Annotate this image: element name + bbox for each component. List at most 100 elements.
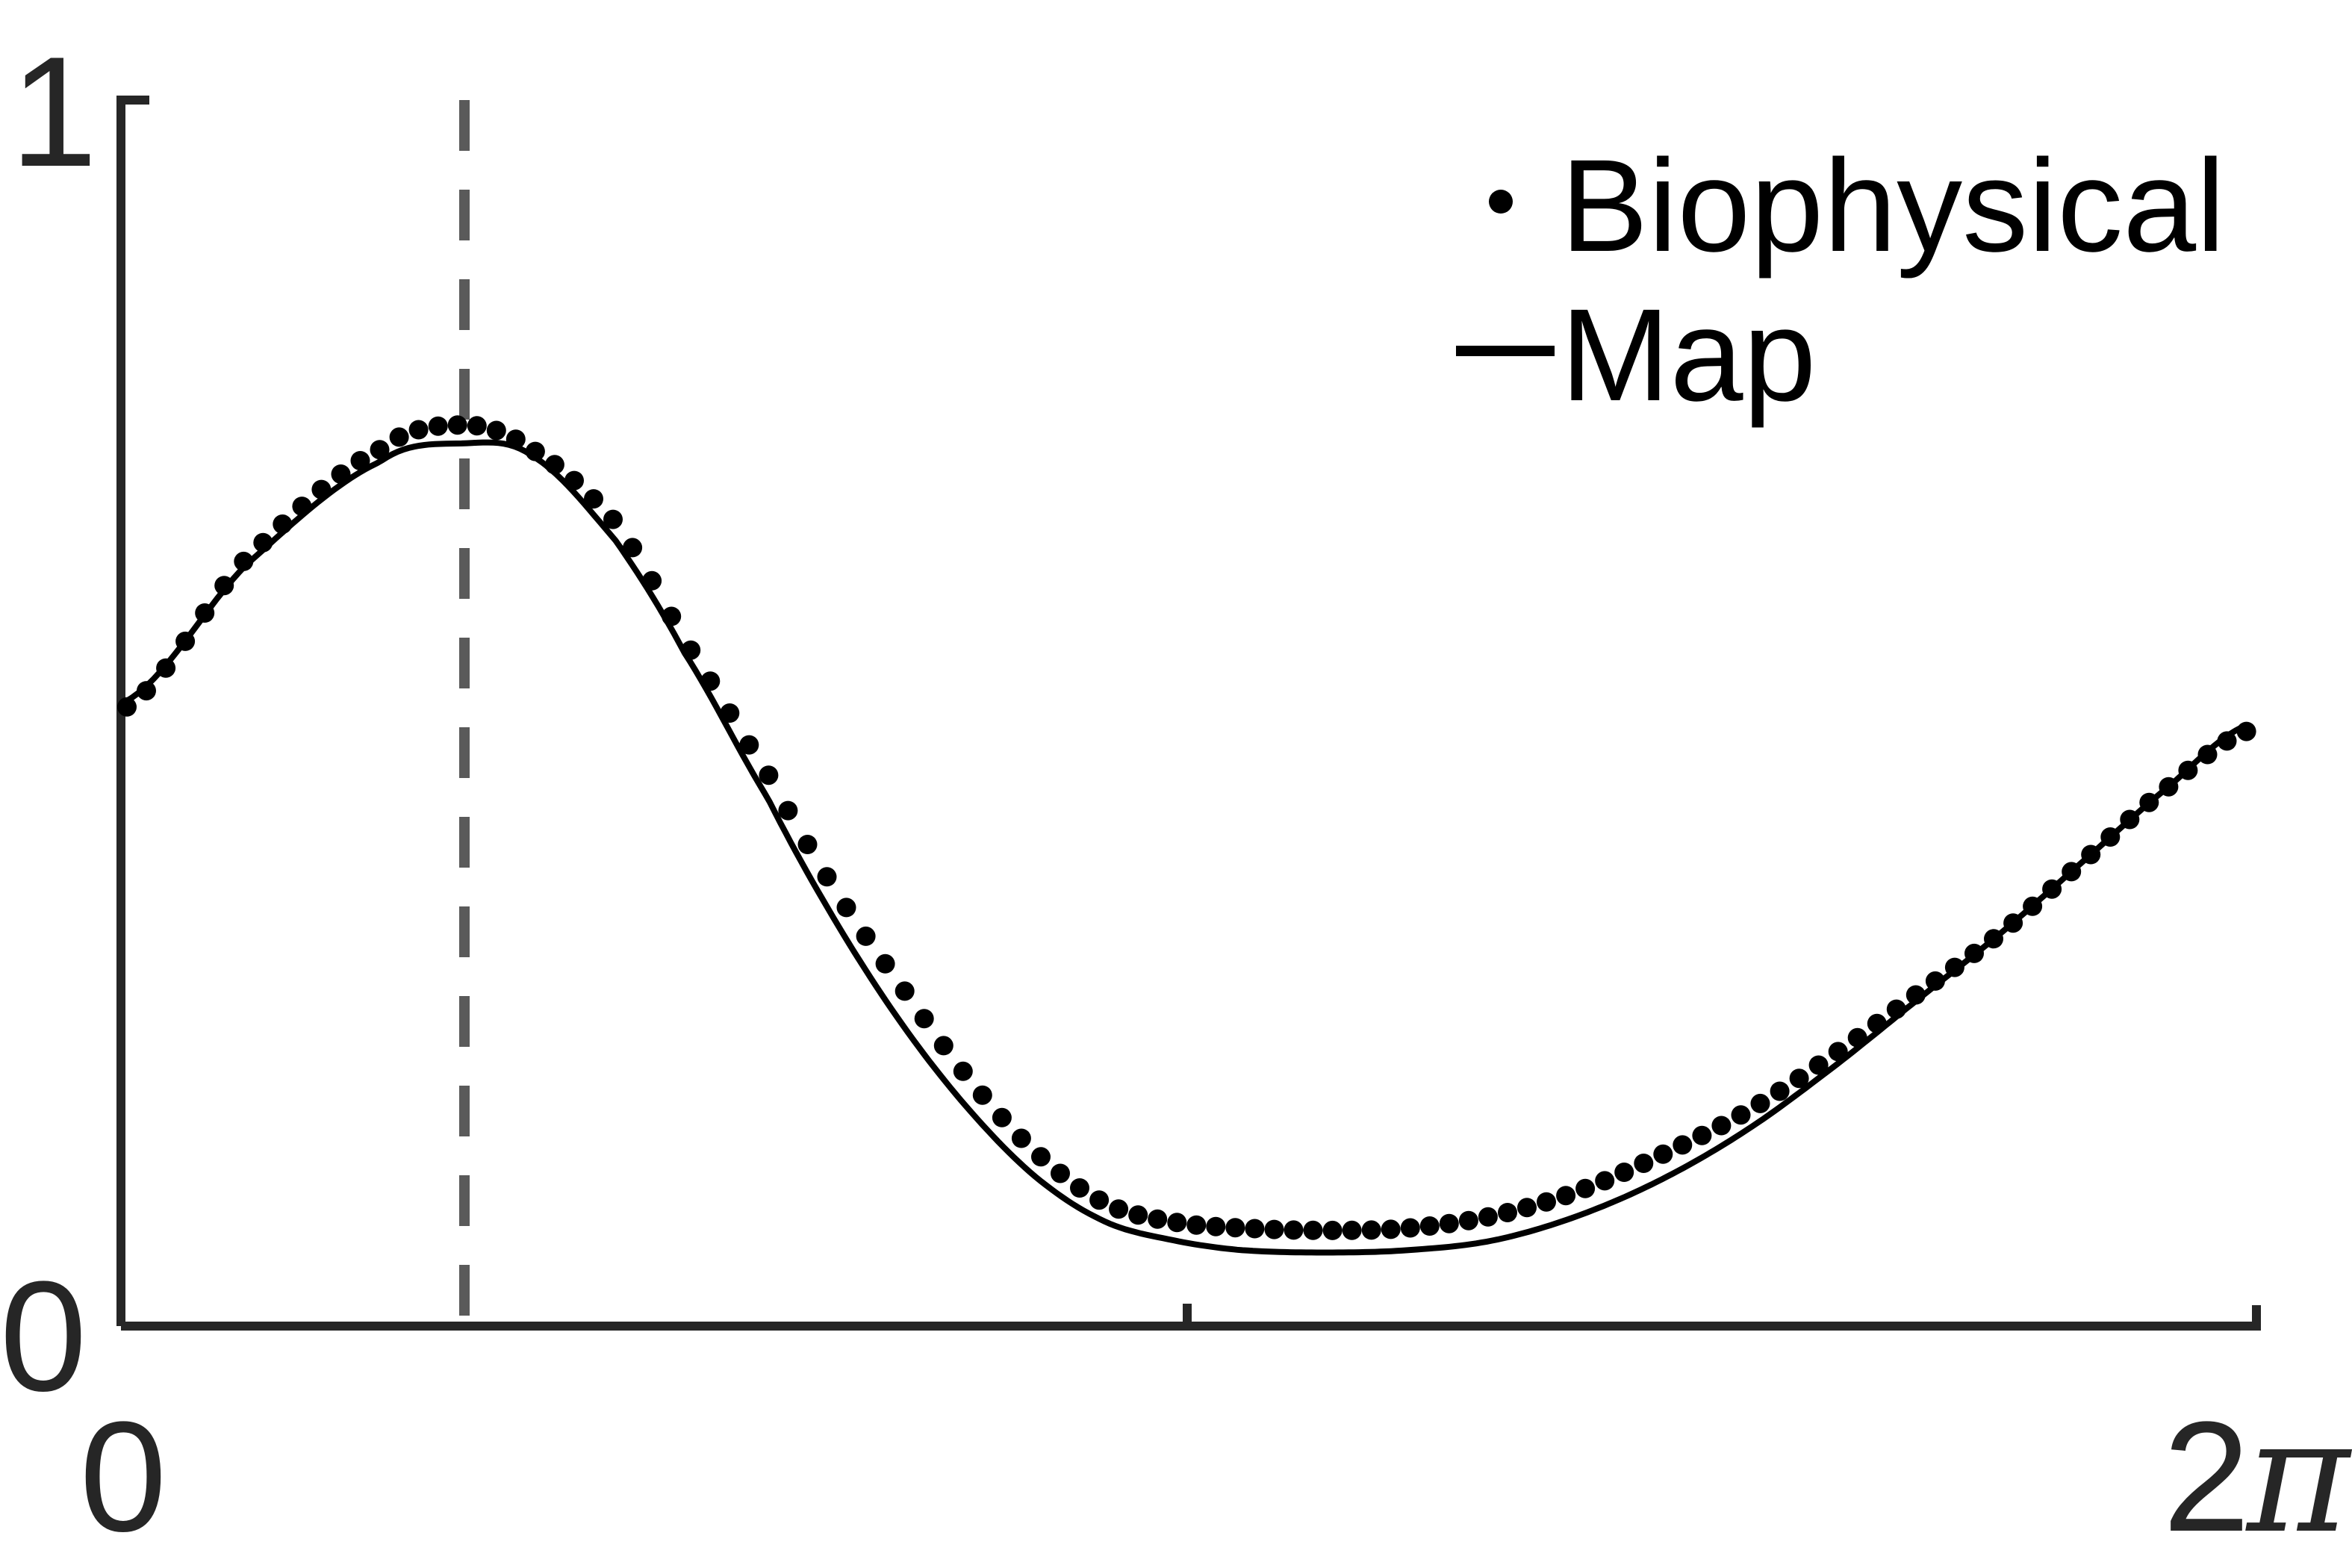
- biophysical-point: [1789, 1068, 1809, 1089]
- biophysical-point: [895, 981, 915, 1001]
- biophysical-point: [467, 416, 487, 436]
- x-tick-label-right: 2: [2163, 1389, 2250, 1564]
- biophysical-point: [759, 765, 779, 785]
- biophysical-point: [1284, 1220, 1304, 1240]
- biophysical-point: [1167, 1213, 1187, 1233]
- biophysical-point: [253, 532, 273, 553]
- biophysical-point: [1458, 1210, 1478, 1231]
- y-axis: [116, 96, 149, 1326]
- x-axis: [121, 1305, 2261, 1331]
- biophysical-point: [1847, 1027, 1867, 1048]
- biophysical-point: [117, 697, 137, 717]
- biophysical-point: [1264, 1219, 1284, 1239]
- biophysical-point: [797, 835, 818, 854]
- biophysical-point: [1750, 1093, 1770, 1113]
- biophysical-point: [1770, 1081, 1790, 1101]
- biophysical-point: [642, 570, 662, 591]
- biophysical-point: [1225, 1218, 1245, 1238]
- biophysical-point: [623, 538, 643, 558]
- biophysical-point: [739, 735, 759, 755]
- biophysical-point: [1867, 1013, 1887, 1033]
- biophysical-point: [1051, 1163, 1070, 1183]
- biophysical-point: [505, 429, 526, 449]
- biophysical-point: [1148, 1209, 1168, 1229]
- biophysical-point: [428, 416, 448, 436]
- biophysical-point: [311, 479, 332, 500]
- biophysical-point: [1595, 1171, 1615, 1191]
- legend-label-map: Map: [1561, 282, 1816, 429]
- biophysical-point: [292, 497, 312, 517]
- map-line: [125, 439, 2248, 1256]
- biophysical-point: [370, 440, 390, 460]
- y-tick-label-top: 1: [10, 24, 98, 199]
- biophysical-point: [2003, 913, 2023, 933]
- biophysical-point: [564, 470, 584, 491]
- biophysical-point: [972, 1085, 992, 1105]
- biophysical-point: [486, 420, 506, 441]
- biophysical-point: [681, 640, 701, 660]
- biophysical-point: [2100, 827, 2121, 847]
- biophysical-point: [1478, 1207, 1498, 1227]
- biophysical-point: [1361, 1220, 1381, 1240]
- biophysical-point: [1206, 1216, 1226, 1236]
- biophysical-point: [1070, 1178, 1089, 1198]
- biophysical-point: [156, 658, 176, 678]
- biophysical-point: [603, 509, 623, 529]
- biophysical-point: [1322, 1220, 1343, 1240]
- biophysical-point: [1575, 1178, 1596, 1198]
- biophysical-point: [175, 631, 196, 651]
- biophysical-point: [2236, 721, 2256, 741]
- biophysical-point: [856, 926, 876, 946]
- biophysical-point: [234, 551, 254, 571]
- biophysical-point: [2023, 896, 2043, 916]
- biophysical-point: [836, 897, 856, 918]
- biophysical-point: [1439, 1213, 1459, 1233]
- biophysical-point: [1925, 971, 1945, 991]
- biophysical-point: [137, 681, 156, 701]
- biophysical-point: [1128, 1205, 1148, 1225]
- biophysical-point: [2178, 760, 2198, 780]
- biophysical-point: [720, 703, 740, 723]
- biophysical-point: [1031, 1147, 1051, 1167]
- biophysical-point: [1537, 1192, 1556, 1212]
- biophysical-point: [953, 1061, 973, 1081]
- biophysical-point: [1109, 1199, 1129, 1219]
- biophysical-series: [117, 415, 2256, 1240]
- biophysical-point: [2139, 792, 2159, 812]
- biophysical-point: [447, 415, 467, 435]
- biophysical-point: [1303, 1220, 1323, 1240]
- biophysical-point: [1089, 1190, 1110, 1210]
- biophysical-point: [778, 800, 798, 821]
- biophysical-point: [2062, 862, 2082, 882]
- legend-dot-marker: [1489, 190, 1513, 214]
- biophysical-point: [1517, 1198, 1537, 1218]
- y-tick-label-bottom: 0: [0, 1248, 87, 1424]
- biophysical-point: [2217, 731, 2237, 751]
- biophysical-point: [933, 1036, 953, 1056]
- biophysical-point: [544, 455, 564, 475]
- biophysical-point: [1905, 985, 1926, 1005]
- biophysical-point: [525, 441, 545, 461]
- biophysical-point: [1400, 1218, 1420, 1238]
- biophysical-point: [2159, 777, 2179, 797]
- x-tick-label-pi: π: [2245, 1385, 2352, 1568]
- biophysical-point: [1886, 999, 1906, 1019]
- biophysical-point: [331, 464, 351, 484]
- biophysical-point: [1731, 1105, 1751, 1125]
- biophysical-point: [389, 427, 409, 447]
- biophysical-point: [273, 514, 293, 534]
- biophysical-point: [2120, 809, 2140, 830]
- biophysical-point: [662, 606, 682, 626]
- biophysical-point: [2042, 879, 2062, 899]
- legend: Biophysical Map: [1456, 133, 2225, 429]
- biophysical-point: [1498, 1203, 1517, 1222]
- biophysical-point: [875, 953, 895, 974]
- biophysical-point: [914, 1009, 934, 1029]
- biophysical-point: [1692, 1125, 1712, 1145]
- biophysical-point: [1711, 1116, 1732, 1136]
- biophysical-point: [992, 1107, 1012, 1127]
- biophysical-point: [2197, 744, 2218, 765]
- biophysical-point: [1186, 1215, 1207, 1235]
- biophysical-point: [584, 489, 603, 509]
- biophysical-point: [700, 671, 721, 691]
